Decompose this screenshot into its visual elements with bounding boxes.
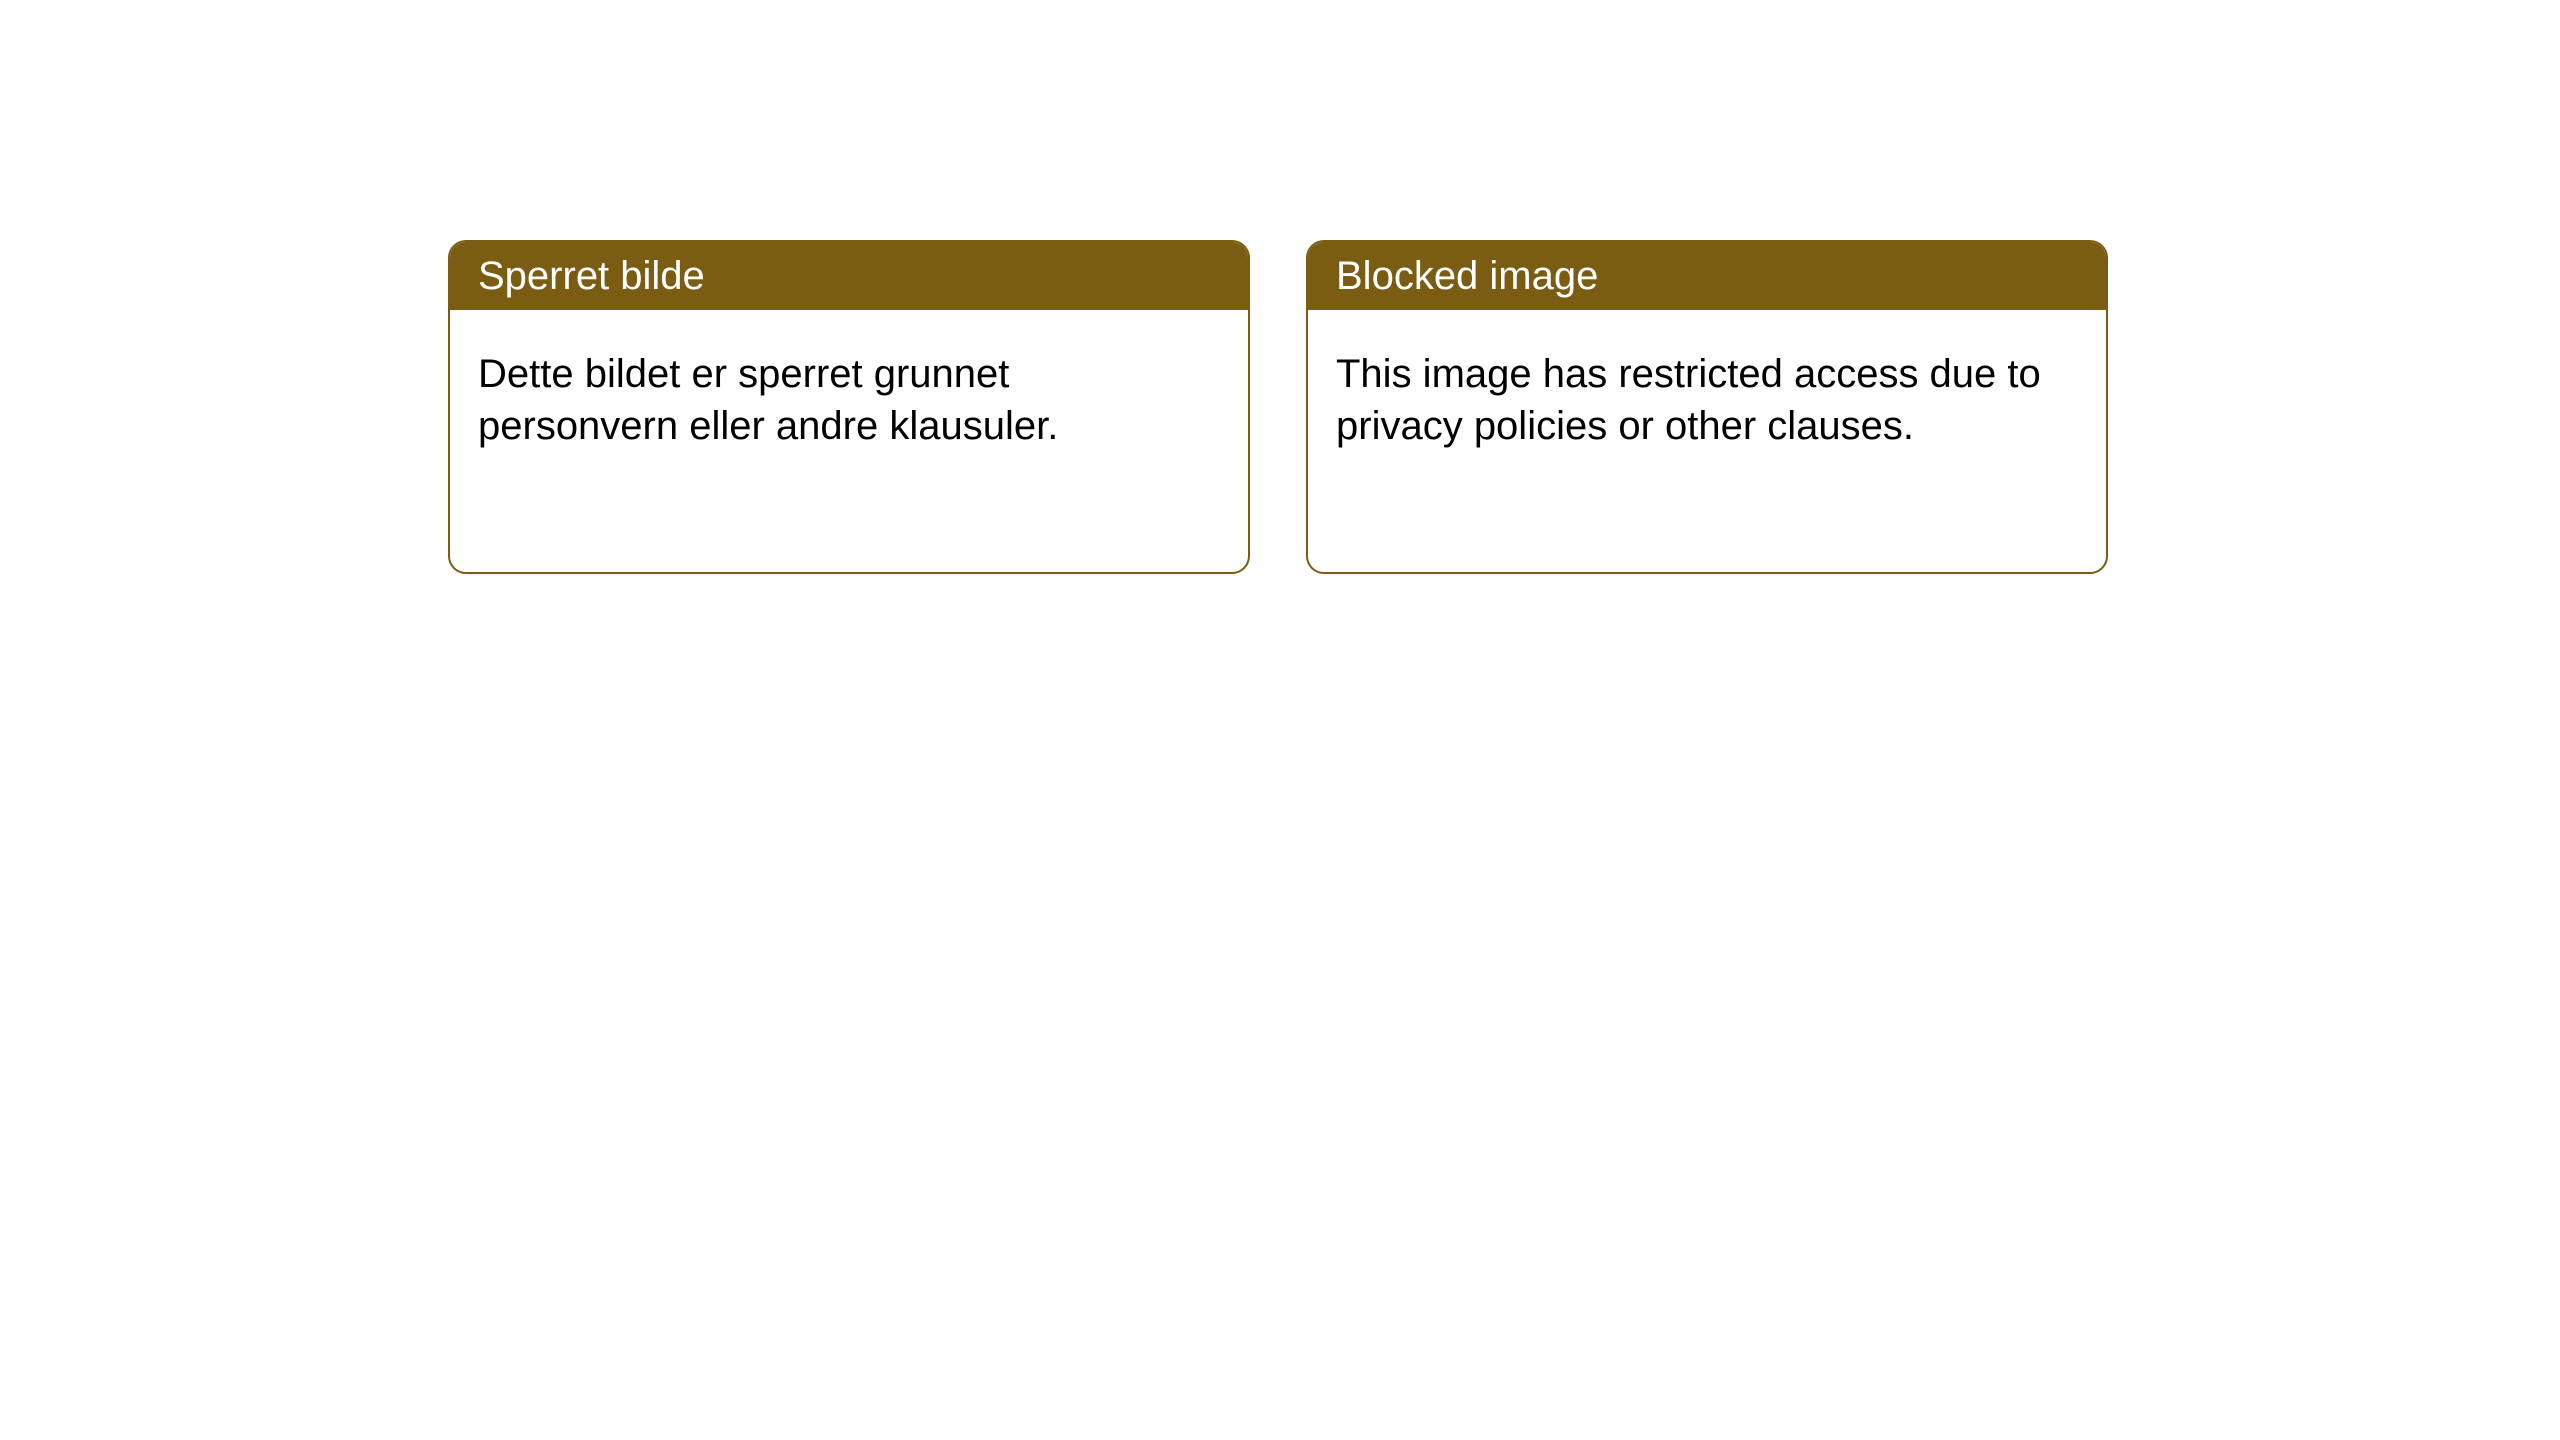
notice-box-norwegian: Sperret bilde Dette bildet er sperret gr… — [448, 240, 1250, 574]
notice-body: This image has restricted access due to … — [1308, 310, 2106, 490]
notices-container: Sperret bilde Dette bildet er sperret gr… — [0, 0, 2560, 574]
notice-box-english: Blocked image This image has restricted … — [1306, 240, 2108, 574]
notice-title: Blocked image — [1308, 242, 2106, 310]
notice-title: Sperret bilde — [450, 242, 1248, 310]
notice-body: Dette bildet er sperret grunnet personve… — [450, 310, 1248, 490]
